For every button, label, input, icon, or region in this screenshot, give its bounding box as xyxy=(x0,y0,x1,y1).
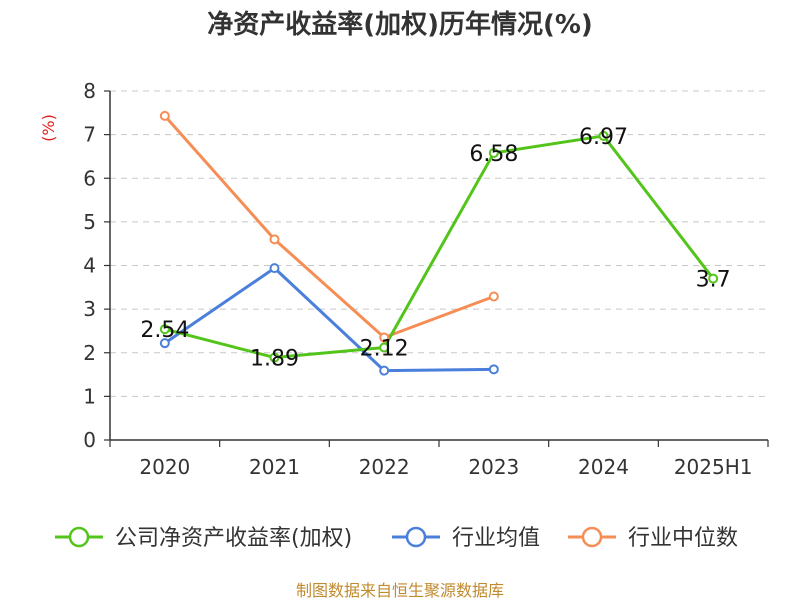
series-line xyxy=(164,134,715,360)
data-labels: 2.54 1.89 2.12 6.58 6.97 3.7 xyxy=(140,125,730,372)
data-point xyxy=(379,342,390,353)
legend-label: 公司净资产收益率(加权) xyxy=(115,526,352,551)
data-point xyxy=(379,365,390,376)
data-point xyxy=(159,338,170,349)
data-point xyxy=(159,324,170,335)
series-line xyxy=(163,266,494,373)
chart-title: 净资产收益率(加权)历年情况(%) xyxy=(207,10,593,40)
data-point xyxy=(269,234,280,245)
legend: 公司净资产收益率(加权) 行业均值 行业中位数 xyxy=(55,526,738,551)
series-line xyxy=(163,114,495,339)
x-tick-label: 2023 xyxy=(468,455,519,479)
data-label: 3.7 xyxy=(696,268,731,293)
data-label: 2.12 xyxy=(360,337,409,362)
legend-label: 行业均值 xyxy=(452,526,540,551)
data-point xyxy=(159,110,170,121)
y-tick-label: 1 xyxy=(83,384,96,408)
x-tick-label: 2021 xyxy=(249,455,300,479)
y-tick-label: 0 xyxy=(83,428,96,452)
y-tick-label: 6 xyxy=(83,166,96,190)
data-label: 6.97 xyxy=(579,125,628,150)
data-point xyxy=(379,332,390,343)
y-tick-label: 4 xyxy=(83,254,96,278)
data-point xyxy=(708,273,719,284)
y-tick-label: 5 xyxy=(83,210,96,234)
y-tick-label: 3 xyxy=(83,297,96,321)
axes: 0 1 2 3 4 5 6 7 8 2020 2021 2022 2023 2024 2025H1 (%) xyxy=(39,79,769,479)
y-tick-label: 2 xyxy=(83,341,96,365)
legend-marker-icon xyxy=(68,526,90,548)
legend-label: 行业中位数 xyxy=(628,526,738,551)
y-tick-label: 7 xyxy=(83,123,96,147)
data-source-note: 制图数据来自恒生聚源数据库 xyxy=(295,581,504,600)
x-tick-label: 2025H1 xyxy=(674,455,753,479)
y-tick-label: 8 xyxy=(83,79,96,103)
data-point xyxy=(269,263,280,274)
y-axis-unit-label: (%) xyxy=(39,114,58,142)
legend-marker-icon xyxy=(405,526,427,548)
legend-marker-icon xyxy=(581,526,603,548)
x-tick-label: 2020 xyxy=(139,455,190,479)
data-point xyxy=(488,147,499,158)
data-point xyxy=(488,364,499,375)
series-lines xyxy=(163,114,715,373)
grid-lines xyxy=(110,90,768,397)
x-tick-label: 2024 xyxy=(578,455,629,479)
data-label: 1.89 xyxy=(250,347,299,372)
data-point xyxy=(269,352,280,363)
data-points xyxy=(159,110,719,376)
data-point xyxy=(488,291,499,302)
data-label: 6.58 xyxy=(469,142,518,167)
data-label: 2.54 xyxy=(140,318,189,343)
data-point xyxy=(598,130,609,141)
x-tick-label: 2022 xyxy=(359,455,410,479)
